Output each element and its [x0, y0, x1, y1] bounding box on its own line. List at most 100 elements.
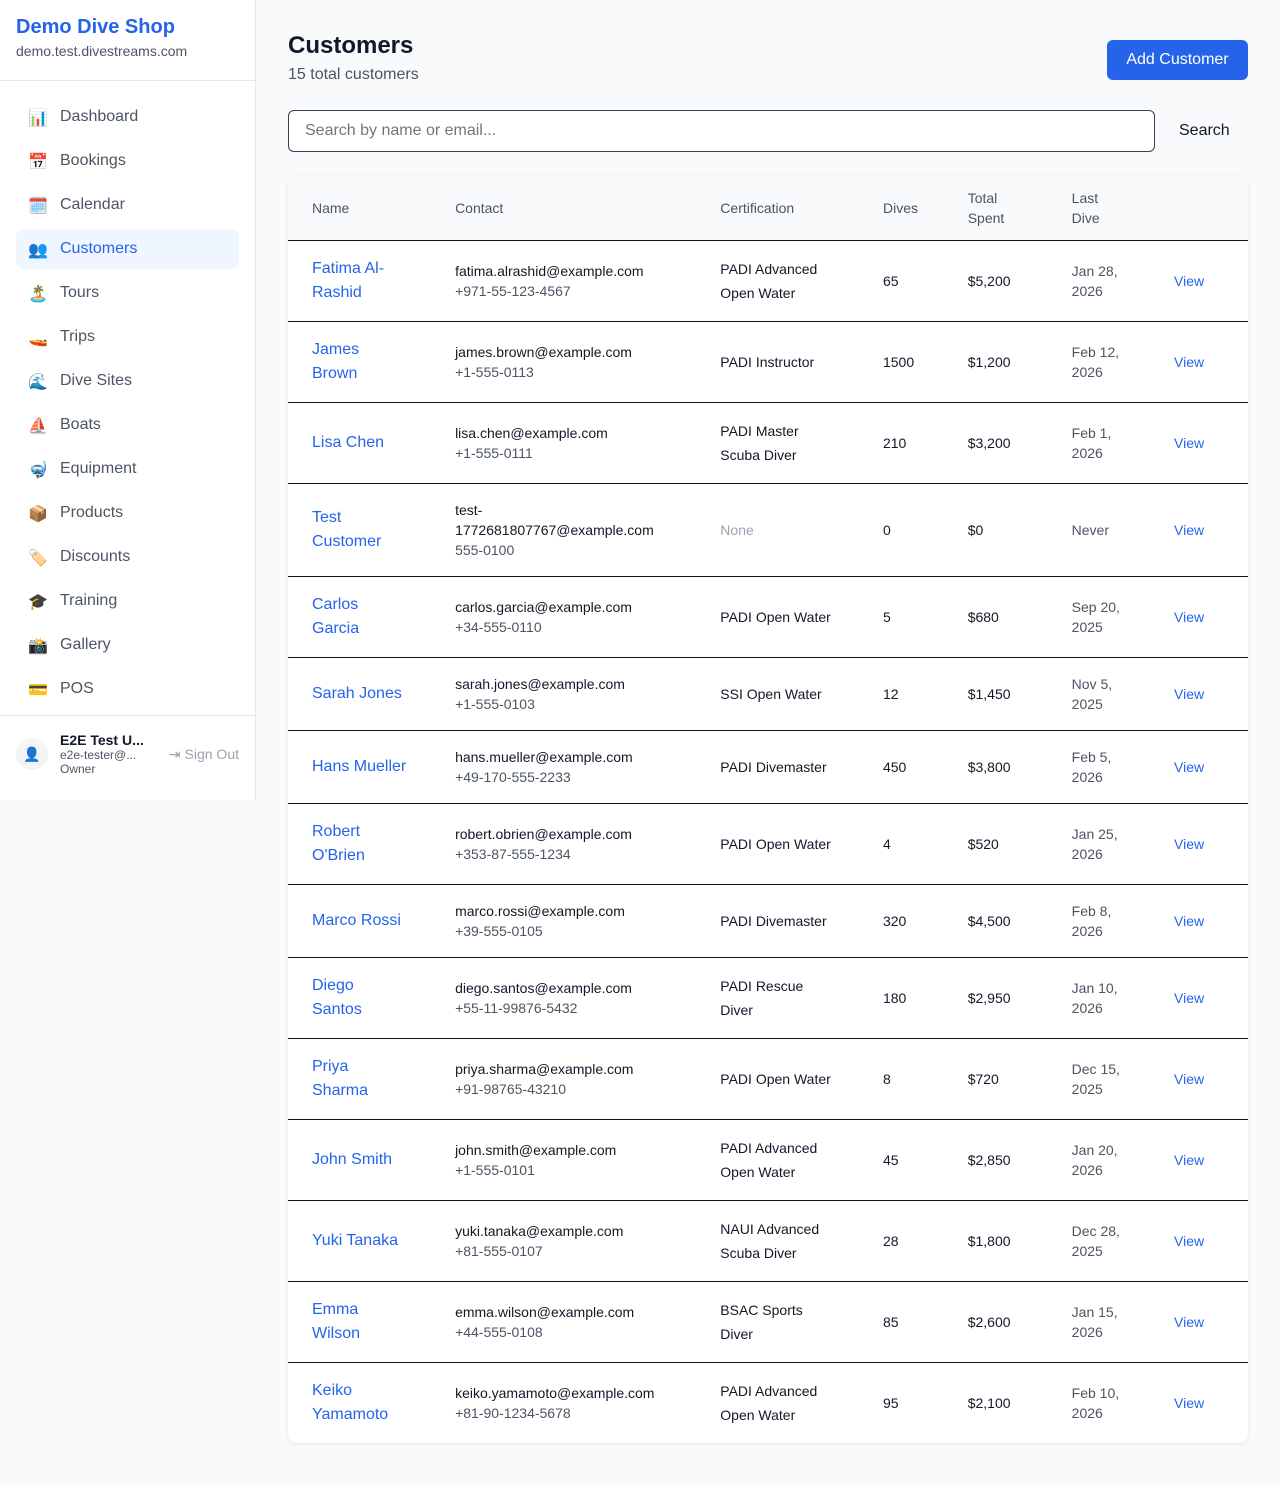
certification: PADI Advanced Open Water — [696, 240, 859, 322]
view-link[interactable]: View — [1174, 1232, 1205, 1249]
view-link[interactable]: View — [1174, 989, 1205, 1006]
sidebar-item-boats[interactable]: ⛵ Boats — [16, 405, 239, 445]
customer-name-link[interactable]: Diego Santos — [312, 976, 362, 1018]
total-spent: $0 — [943, 483, 1048, 577]
sidebar-item-bookings[interactable]: 📅 Bookings — [16, 141, 239, 181]
customer-name-link[interactable]: James Brown — [312, 340, 360, 382]
customer-name-link[interactable]: Marco Rossi — [312, 911, 401, 929]
table-row: Hans Mueller hans.mueller@example.com +49… — [288, 730, 1248, 804]
brand-name[interactable]: Demo Dive Shop — [16, 16, 175, 38]
table-row: Diego Santos diego.santos@example.com +55… — [288, 957, 1248, 1039]
customer-email: james.brown@example.com — [455, 343, 632, 360]
brand-url: demo.test.divestreams.com — [16, 43, 188, 59]
customer-phone: +1-555-0113 — [455, 363, 534, 380]
view-link[interactable]: View — [1174, 521, 1205, 538]
table-row: Yuki Tanaka yuki.tanaka@example.com +81-5… — [288, 1200, 1248, 1282]
sidebar-item-training[interactable]: 🎓 Training — [16, 581, 239, 621]
certification: PADI Advanced Open Water — [720, 1382, 818, 1423]
customer-phone: +55-11-99876-5432 — [455, 999, 578, 1016]
customer-name-link[interactable]: Keiko Yamamoto — [312, 1381, 389, 1423]
table-row: Marco Rossi marco.rossi@example.com +39-5… — [288, 884, 1248, 958]
sign-out-icon: ⇥ — [168, 745, 181, 762]
user-email: e2e-tester@... — [60, 748, 137, 762]
calendar-icon: 🗓️ — [28, 195, 48, 215]
view-link[interactable]: View — [1174, 272, 1205, 289]
sidebar: Demo Dive Shop demo.test.divestreams.com… — [0, 0, 256, 800]
tours-icon: 🏝️ — [28, 283, 48, 303]
view-link[interactable]: View — [1174, 758, 1205, 775]
search-input[interactable] — [288, 110, 1155, 152]
last-dive: Feb 12, 2026 — [1047, 321, 1151, 403]
certification: SSI Open Water — [696, 657, 859, 731]
table-row: Keiko Yamamoto keiko.yamamoto@example.co… — [288, 1362, 1248, 1443]
table-row: Priya Sharma priya.sharma@example.com +91… — [288, 1038, 1248, 1120]
customer-name-link[interactable]: Priya Sharma — [312, 1057, 369, 1099]
dives: 65 — [858, 240, 944, 322]
user-role: Owner — [60, 762, 96, 776]
customer-email: priya.sharma@example.com — [455, 1060, 634, 1077]
column-header: Certification — [696, 176, 859, 241]
last-dive: Nov 5, 2025 — [1047, 657, 1151, 731]
certification: PADI Open Water — [696, 576, 859, 658]
customer-email: test-1772681807767@example.com — [455, 501, 654, 538]
certification: PADI Rescue Diver — [696, 957, 859, 1039]
dive-sites-icon: 🌊 — [28, 371, 48, 391]
customer-name-link[interactable]: Sarah Jones — [312, 684, 402, 702]
sidebar-item-dashboard[interactable]: 📊 Dashboard — [16, 97, 239, 137]
view-link[interactable]: View — [1174, 1151, 1205, 1168]
view-link[interactable]: View — [1174, 835, 1205, 852]
trips-icon: 🚤 — [28, 327, 48, 347]
view-link[interactable]: View — [1174, 1394, 1205, 1411]
sidebar-item-label: Calendar — [60, 196, 125, 213]
customer-phone: +44-555-0108 — [455, 1323, 543, 1340]
sidebar-item-label: Dive Sites — [60, 372, 133, 389]
customer-name-link[interactable]: Robert O'Brien — [312, 822, 365, 864]
view-link[interactable]: View — [1174, 1070, 1205, 1087]
view-link[interactable]: View — [1174, 1313, 1205, 1330]
customer-name-link[interactable]: John Smith — [312, 1150, 393, 1168]
total-spent: $2,100 — [967, 1394, 1011, 1411]
table-row: Robert O'Brien robert.obrien@example.com… — [288, 803, 1248, 885]
sidebar-item-pos[interactable]: 💳 POS — [16, 669, 239, 709]
view-link[interactable]: View — [1174, 608, 1205, 625]
sidebar-item-tours[interactable]: 🏝️ Tours — [16, 273, 239, 313]
dives: 1500 — [858, 321, 944, 403]
column-header — [1150, 176, 1248, 241]
total-spent: $1,800 — [943, 1200, 1048, 1282]
view-link[interactable]: View — [1174, 685, 1205, 702]
sidebar-item-equipment[interactable]: 🤿 Equipment — [16, 449, 239, 489]
customer-name-link[interactable]: Fatima Al-Rashid — [312, 259, 385, 301]
sidebar-item-gallery[interactable]: 📸 Gallery — [16, 625, 239, 665]
customer-name-link[interactable]: Test Customer — [312, 508, 382, 550]
customer-name-link[interactable]: Emma Wilson — [312, 1300, 361, 1342]
dives: 4 — [858, 803, 944, 885]
customer-name-link[interactable]: Carlos Garcia — [312, 595, 360, 637]
view-link[interactable]: View — [1174, 353, 1205, 370]
sidebar-item-customers[interactable]: 👥 Customers — [16, 229, 239, 269]
dives: 45 — [858, 1119, 944, 1201]
sidebar-item-discounts[interactable]: 🏷️ Discounts — [16, 537, 239, 577]
sign-out-button[interactable]: ⇥ Sign Out — [169, 746, 239, 763]
page-title: Customers — [288, 32, 414, 59]
table-row: Sarah Jones sarah.jones@example.com +1-55… — [288, 657, 1248, 731]
add-customer-button[interactable]: Add Customer — [1107, 40, 1248, 80]
sidebar-item-trips[interactable]: 🚤 Trips — [16, 317, 239, 357]
customer-phone: +1-555-0103 — [455, 695, 535, 712]
search-button[interactable]: Search — [1179, 122, 1230, 139]
sidebar-item-calendar[interactable]: 🗓️ Calendar — [16, 185, 239, 225]
sidebar-item-products[interactable]: 📦 Products — [16, 493, 239, 533]
sidebar-item-dive-sites[interactable]: 🌊 Dive Sites — [16, 361, 239, 401]
products-icon: 📦 — [28, 503, 48, 523]
customer-name-link[interactable]: Lisa Chen — [312, 433, 385, 451]
total-spent: $2,950 — [943, 957, 1048, 1039]
view-link[interactable]: View — [1174, 912, 1205, 929]
view-link[interactable]: View — [1174, 434, 1205, 451]
certification: PADI Divemaster — [696, 730, 859, 804]
last-dive: Feb 1, 2026 — [1047, 402, 1151, 484]
sidebar-nav: 📊 Dashboard 📅 Bookings 🗓️ Calendar 👥 Customers 🏝… — [0, 81, 255, 729]
sidebar-item-label: Trips — [60, 328, 95, 345]
last-dive: Jan 20, 2026 — [1047, 1119, 1151, 1201]
last-dive: Jan 10, 2026 — [1047, 957, 1151, 1039]
customer-name-link[interactable]: Yuki Tanaka — [312, 1231, 398, 1249]
customer-name-link[interactable]: Hans Mueller — [312, 757, 407, 775]
